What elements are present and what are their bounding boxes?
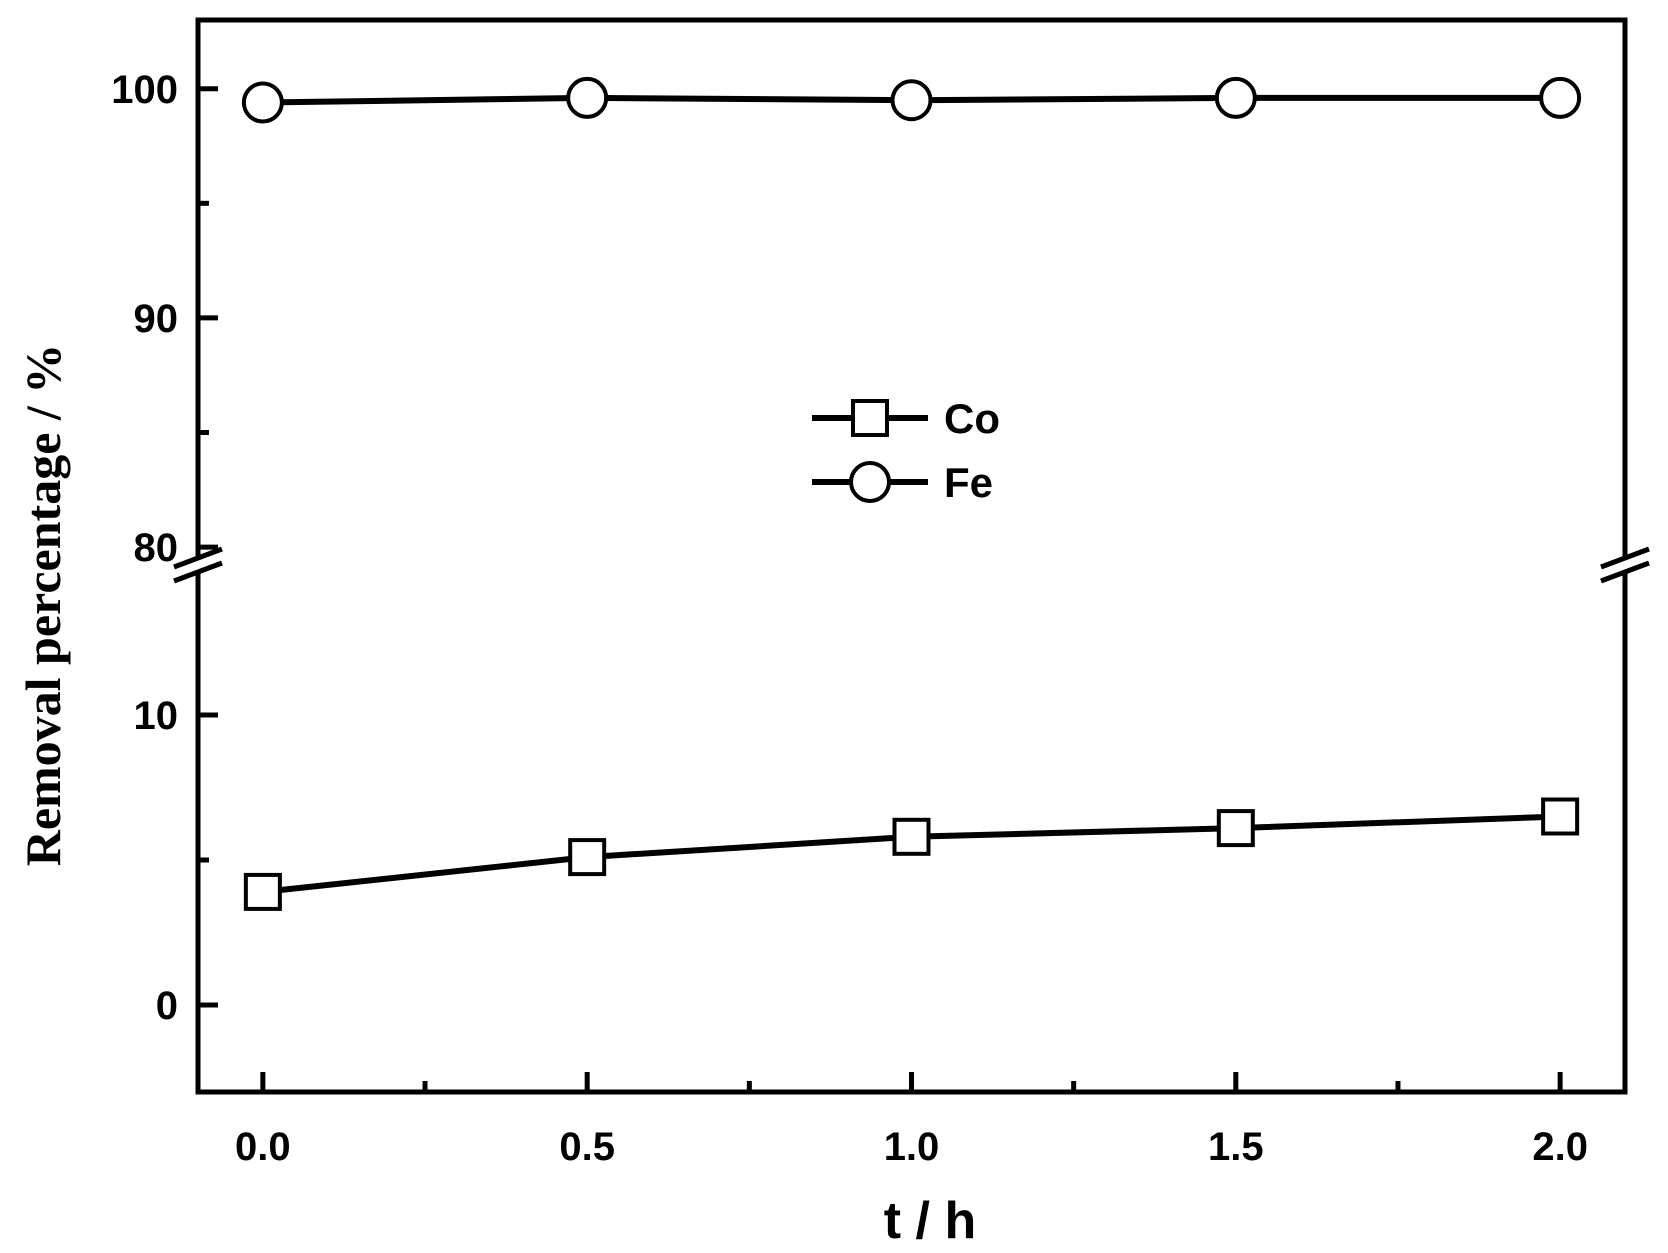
axis-break-marks xyxy=(173,546,1650,584)
x-tick-label: 1.0 xyxy=(884,1125,940,1169)
y-tick-label: 90 xyxy=(134,297,179,341)
legend-label: Co xyxy=(944,395,1000,442)
series-group xyxy=(241,76,1582,911)
series-fe xyxy=(241,76,1582,124)
x-axis-title: t / h xyxy=(884,1192,976,1250)
data-point-co xyxy=(1216,809,1255,848)
legend: Co Fe xyxy=(812,395,1000,506)
data-point-co xyxy=(892,817,931,856)
data-point-fe xyxy=(1214,76,1257,119)
y-axis-title: Removal percentage / % xyxy=(15,344,71,867)
data-point-fe xyxy=(890,79,933,122)
right-break-slash-2 xyxy=(1600,560,1650,584)
data-point-co xyxy=(1541,797,1580,836)
legend-marker xyxy=(851,399,889,437)
x-tick-label: 0.5 xyxy=(559,1125,615,1169)
y-tick-label: 10 xyxy=(134,694,179,738)
y-tick-label: 80 xyxy=(134,526,179,570)
legend-label: Fe xyxy=(944,459,993,506)
data-point-co xyxy=(568,838,607,877)
data-point-fe xyxy=(1539,76,1582,119)
right-break-slash-1 xyxy=(1600,546,1650,570)
y-tick-label: 0 xyxy=(156,984,178,1028)
plot-border xyxy=(195,17,1628,1095)
legend-item-co: Co xyxy=(812,395,1000,442)
data-point-fe xyxy=(241,81,284,124)
plot-frame xyxy=(192,17,1631,1095)
left-break-slash-1 xyxy=(173,546,223,570)
x-tick-label: 1.5 xyxy=(1208,1125,1264,1169)
x-tick-label: 2.0 xyxy=(1532,1125,1588,1169)
series-co xyxy=(243,797,1580,911)
data-point-co xyxy=(243,872,282,911)
y-tick-label: 100 xyxy=(111,68,178,112)
x-tick-label: 0.0 xyxy=(235,1125,291,1169)
legend-marker xyxy=(849,461,891,503)
axis-ticks xyxy=(198,86,1563,1092)
data-point-fe xyxy=(566,76,609,119)
legend-item-fe: Fe xyxy=(812,459,993,506)
tick-labels: 0.0 0.5 1.0 1.5 2.0 0 10 80 90 100 xyxy=(111,68,1588,1169)
left-break-slash-2 xyxy=(173,560,223,584)
